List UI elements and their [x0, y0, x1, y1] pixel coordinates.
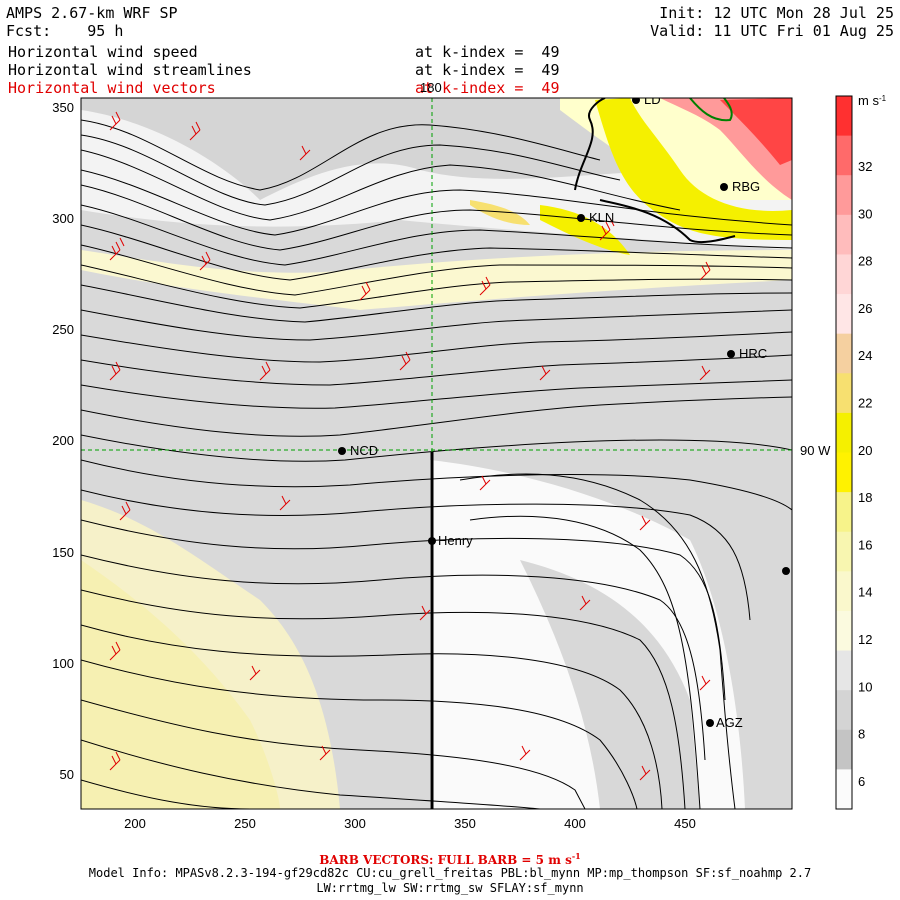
- colorbar: 32 30 28 26 24 22 20 18 16 14 12 10 8 6: [835, 95, 872, 810]
- station-kln-marker: [577, 214, 585, 222]
- colorbar-label: 12: [858, 632, 872, 647]
- model-info: Model Info: MPASv8.2.3-194-gf29cd82c CU:…: [88, 866, 812, 880]
- colorbar-label: 30: [858, 206, 872, 221]
- colorbar-label: 10: [858, 679, 872, 694]
- field-name-speed: Horizontal wind speed: [8, 43, 198, 61]
- colorbar-swatch: [836, 254, 852, 295]
- barb-vectors-note: BARB VECTORS: FULL BARB = 5 m s-1: [319, 851, 581, 867]
- y-tick-label: 350: [52, 100, 74, 115]
- y-tick-label: 100: [52, 656, 74, 671]
- station-agz-label: AGZ: [716, 715, 743, 730]
- station-henry-marker: [428, 537, 436, 545]
- station-ncd-label: NCD: [350, 443, 378, 458]
- station-kln-label: KLN: [589, 210, 614, 225]
- colorbar-label: 8: [858, 727, 865, 742]
- colorbar-label: 22: [858, 396, 872, 411]
- station-hrc-marker: [727, 350, 735, 358]
- y-tick-label: 250: [52, 322, 74, 337]
- colorbar-label: 28: [858, 254, 872, 269]
- y-tick-label: 150: [52, 545, 74, 560]
- y-axis: 50 100 150 200 250 300 350: [52, 100, 74, 782]
- x-tick-label: 250: [234, 816, 256, 831]
- colorbar-label: 16: [858, 537, 872, 552]
- colorbar-label: 14: [858, 585, 872, 600]
- fcst-value: 95 h: [87, 22, 124, 40]
- field-name-streamlines: Horizontal wind streamlines: [8, 61, 252, 79]
- speed-band-gray-right: [520, 560, 700, 809]
- colorbar-swatch: [836, 452, 852, 493]
- colorbar-units: m s-1: [858, 93, 887, 108]
- map-frame: [80, 97, 793, 810]
- meridian-label: 180: [420, 80, 442, 95]
- model-info-physics: LW:rrtmg_lw SW:rrtmg_sw SFLAY:sf_mynn: [316, 881, 584, 895]
- field-level-vectors: at k-index = 49: [415, 79, 560, 97]
- colorbar-swatch: [836, 650, 852, 691]
- map-panel: KLN RBG HRC NCD Henry AGZ LD: [81, 92, 792, 809]
- colorbar-frame: [835, 95, 853, 810]
- init-time: Init: 12 UTC Mon 28 Jul 25: [659, 4, 894, 22]
- terrain-contour: [689, 98, 733, 122]
- field-level-speed: at k-index = 49: [415, 43, 560, 61]
- station-markers: [338, 98, 790, 727]
- ice-shelf-edge: [599, 199, 736, 244]
- colorbar-swatch: [836, 333, 852, 374]
- colorbar-label: 26: [858, 301, 872, 316]
- speed-band-yellow-small: [470, 200, 530, 225]
- colorbar-swatch: [836, 294, 852, 335]
- x-axis: 200 250 300 350 400 450: [124, 816, 696, 831]
- colorbar-swatch: [836, 492, 852, 533]
- colorbar-label: 18: [858, 490, 872, 505]
- speed-band-red-core: [720, 98, 792, 165]
- colorbar-swatch: [836, 571, 852, 612]
- colorbar-swatch: [836, 96, 852, 137]
- speed-band-low-top: [81, 98, 700, 200]
- station-ncd-marker: [338, 447, 346, 455]
- x-tick-label: 450: [674, 816, 696, 831]
- colorbar-swatch: [836, 214, 852, 255]
- station-edge-marker: [782, 567, 790, 575]
- field-name-vectors: Horizontal wind vectors: [8, 79, 216, 97]
- colorbar-label: 6: [858, 774, 865, 789]
- colorbar-swatch: [836, 531, 852, 572]
- x-tick-label: 350: [454, 816, 476, 831]
- speed-band-yellow-strong: [595, 98, 792, 240]
- colorbar-swatch: [836, 769, 852, 810]
- speed-band-yellow-deep: [81, 560, 280, 809]
- forecast-hour: Fcst: 95 h: [6, 22, 123, 40]
- wind-barbs: [109, 111, 711, 781]
- station-henry-label: Henry: [438, 533, 473, 548]
- fcst-label: Fcst:: [6, 22, 52, 40]
- colorbar-swatch: [836, 175, 852, 216]
- station-ld-label: LD: [644, 92, 661, 107]
- colorbar-label: 20: [858, 443, 872, 458]
- station-hrc-label: HRC: [739, 346, 767, 361]
- model-title: AMPS 2.67-km WRF SP: [6, 4, 178, 22]
- station-rbg-label: RBG: [732, 179, 760, 194]
- x-tick-label: 400: [564, 816, 586, 831]
- colorbar-swatch: [836, 412, 852, 453]
- colorbar-swatch: [836, 373, 852, 414]
- colorbar-label: 24: [858, 348, 872, 363]
- station-agz-marker: [706, 719, 714, 727]
- y-tick-label: 300: [52, 211, 74, 226]
- colorbar-swatch: [836, 610, 852, 652]
- parallel-label: 90 W: [800, 443, 831, 458]
- x-tick-label: 300: [344, 816, 366, 831]
- y-tick-label: 200: [52, 433, 74, 448]
- valid-time: Valid: 11 UTC Fri 01 Aug 25: [650, 22, 894, 40]
- y-tick-label: 50: [60, 767, 74, 782]
- x-tick-label: 200: [124, 816, 146, 831]
- colorbar-label: 32: [858, 159, 872, 174]
- colorbar-swatch: [836, 729, 852, 770]
- field-level-streamlines: at k-index = 49: [415, 61, 560, 79]
- coastline: [574, 98, 606, 191]
- station-ld-marker: [632, 98, 640, 104]
- colorbar-swatch: [836, 690, 852, 731]
- streamlines: [81, 119, 792, 809]
- colorbar-swatch: [836, 135, 852, 176]
- station-rbg-marker: [720, 183, 728, 191]
